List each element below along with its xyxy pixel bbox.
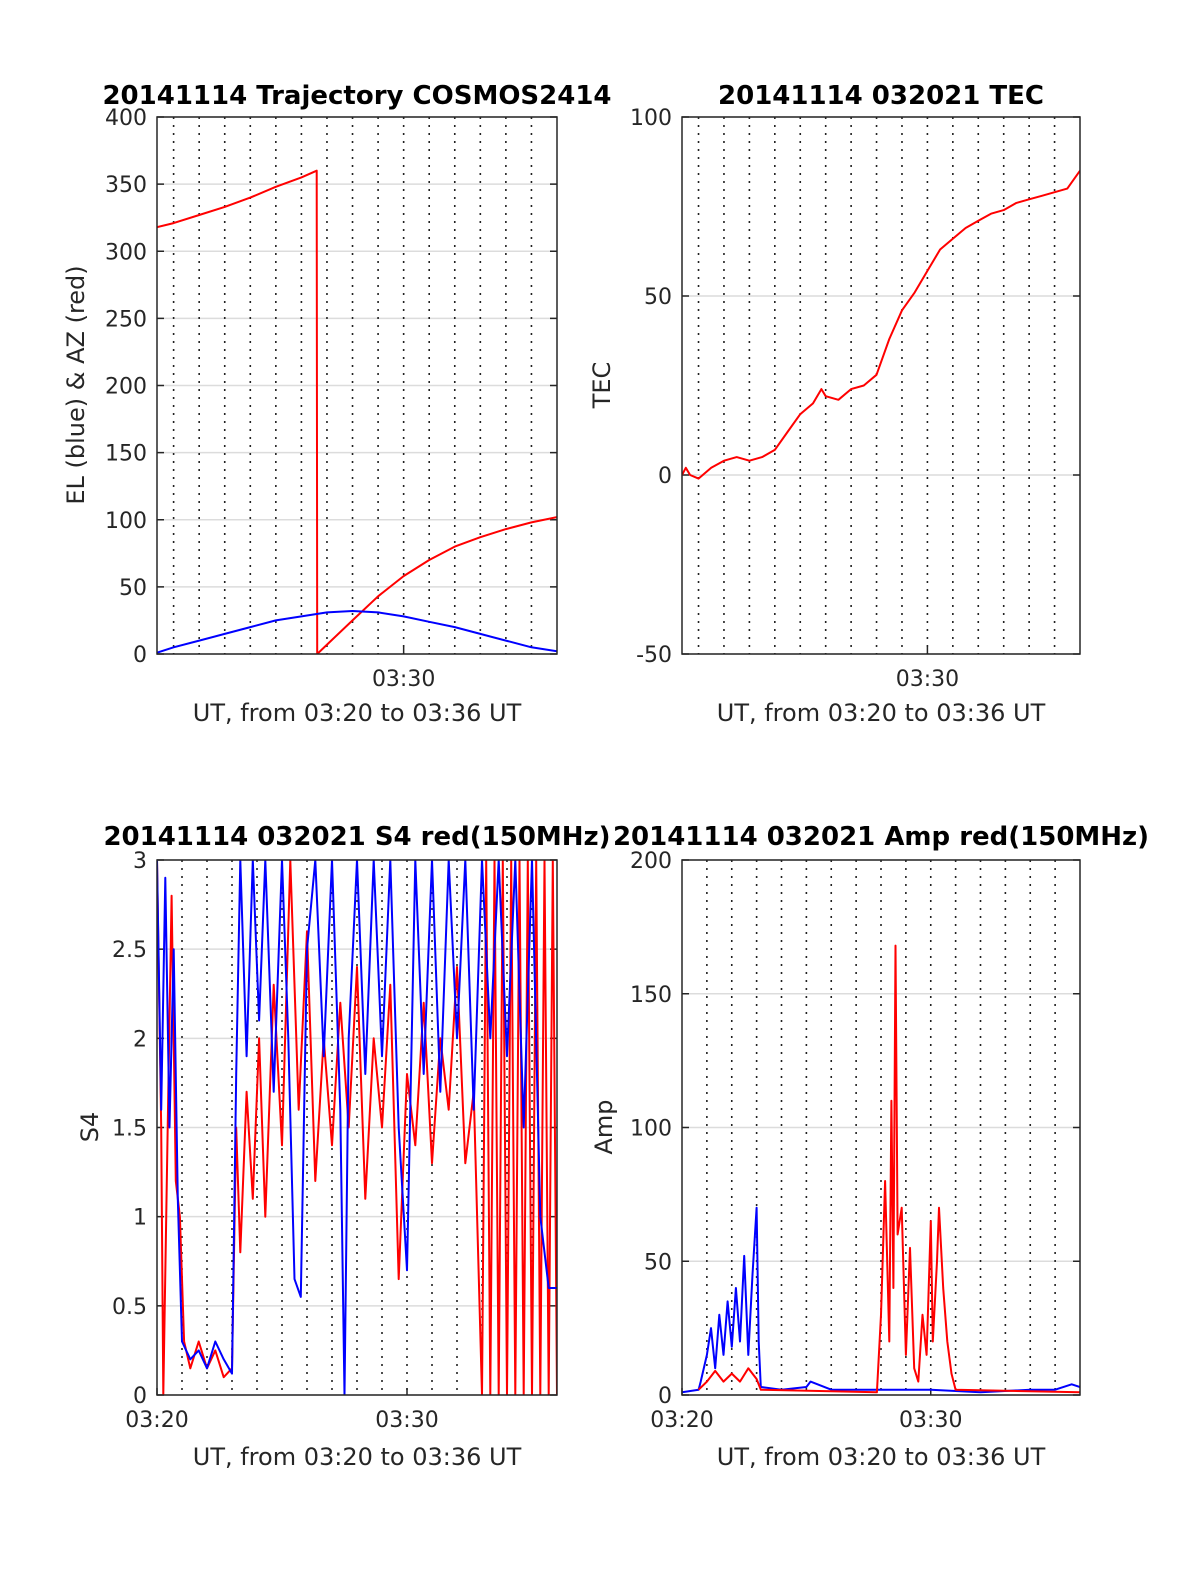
trajectory-xlabel: UT, from 03:20 to 03:36 UT [193,699,522,727]
plot-frame [681,116,1081,655]
y-tick-label: 1 [133,1206,147,1231]
y-tick-label: 2 [133,1027,147,1052]
amp-ylabel: Amp [590,1099,618,1154]
y-tick-label: -50 [636,643,672,668]
y-tick-label: 50 [644,1250,672,1275]
tec-panel: 20141114 032021 TEC UT, from 03:20 to 03… [588,81,1081,727]
s4-ylabel: S4 [76,1112,104,1143]
y-tick-label: 0 [133,1384,147,1409]
tec-xlabel: UT, from 03:20 to 03:36 UT [717,699,1046,727]
x-tick-label: 03:30 [375,1408,438,1433]
y-tick-label: 150 [105,442,147,467]
blue-series-line [157,860,557,1395]
plot-frame [681,859,1081,1396]
blue-series-line [682,1206,1080,1394]
plot-frame [156,859,558,1396]
y-tick-label: 200 [630,849,672,874]
x-tick-label: 03:20 [125,1408,188,1433]
amp-panel: 20141114 032021 Amp red(150MHz) UT, from… [590,822,1149,1471]
amp-xlabel: UT, from 03:20 to 03:36 UT [717,1443,1046,1471]
y-tick-label: 0 [658,1384,672,1409]
y-tick-label: 100 [630,1117,672,1142]
y-tick-label: 0 [133,643,147,668]
blue-series-line [157,610,557,654]
x-tick-label: 03:30 [896,667,959,692]
y-tick-label: 2.5 [112,938,147,963]
y-tick-label: 50 [119,576,147,601]
y-tick-label: 50 [644,285,672,310]
tec-ylabel: TEC [588,362,616,410]
s4-title: 20141114 032021 S4 red(150MHz) [103,822,610,852]
y-tick-label: 200 [105,375,147,400]
trajectory-title: 20141114 Trajectory COSMOS2414 [102,81,611,111]
s4-panel: 20141114 032021 S4 red(150MHz) UT, from … [76,822,611,1471]
y-tick-label: 250 [105,307,147,332]
y-tick-label: 0 [658,464,672,489]
plot-frame [156,116,558,655]
x-tick-label: 03:30 [899,1408,962,1433]
y-tick-label: 150 [630,983,672,1008]
y-tick-label: 0.5 [112,1295,147,1320]
x-tick-label: 03:30 [372,667,435,692]
y-tick-label: 350 [105,173,147,198]
y-tick-label: 400 [105,106,147,131]
s4-xlabel: UT, from 03:20 to 03:36 UT [193,1443,522,1471]
y-tick-label: 300 [105,240,147,265]
y-tick-label: 100 [630,106,672,131]
y-tick-label: 100 [105,509,147,534]
amp-title: 20141114 032021 Amp red(150MHz) [613,822,1149,852]
red-series-line [157,169,557,654]
tec-title: 20141114 032021 TEC [718,81,1044,111]
red-series-line [682,170,1080,480]
y-tick-label: 1.5 [112,1117,147,1142]
trajectory-ylabel: EL (blue) & AZ (red) [62,265,90,504]
trajectory-panel: 20141114 Trajectory COSMOS2414 UT, from … [62,81,612,727]
red-series-line [157,860,557,1395]
red-series-line [697,944,1080,1394]
y-tick-label: 3 [133,849,147,874]
x-tick-label: 03:20 [650,1408,713,1433]
